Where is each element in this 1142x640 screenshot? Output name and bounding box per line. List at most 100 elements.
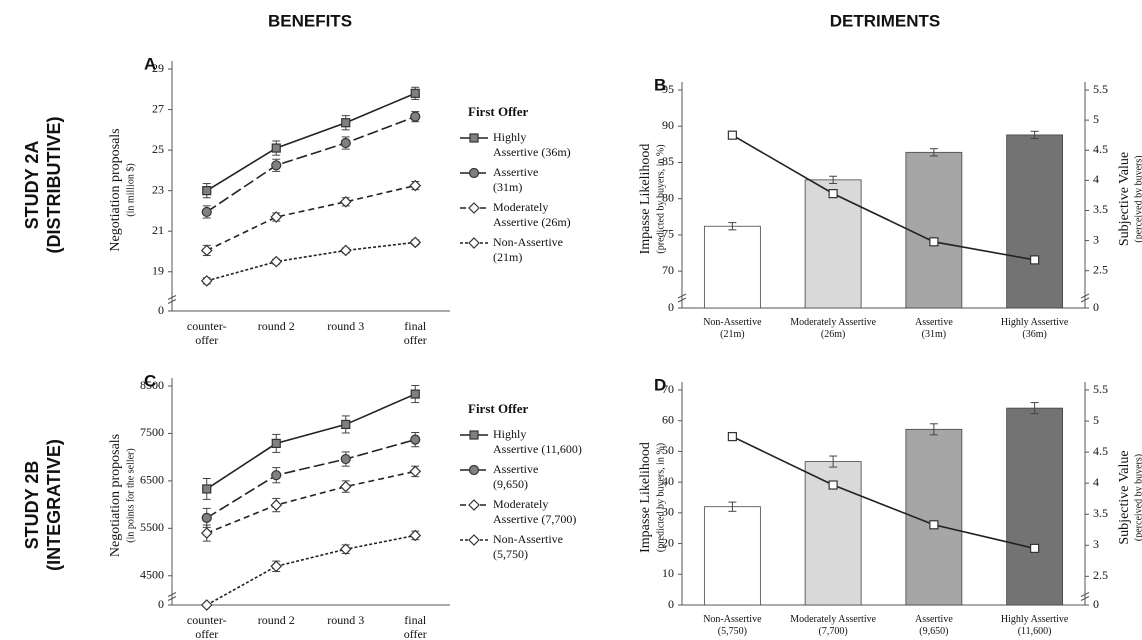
legend-marker [468,499,480,511]
y-tick-label: 27 [152,101,164,115]
point [270,255,283,268]
y-tick-label: 19 [152,264,164,278]
line [206,470,416,534]
y-tick-label: 4500 [140,568,164,582]
x-tick-label: Moderately Assertive (26m) [790,317,876,340]
point [727,431,737,442]
point [410,88,420,98]
y2-axis-label: Subjective Value [1117,450,1132,544]
x-tick-label: round 2 [258,319,295,333]
y-tick-label: 29 [152,61,164,75]
axis-break [1080,596,1090,601]
y-tick-label: 85 [662,154,674,168]
legend-marker [469,133,479,143]
axis-break [167,596,177,601]
y2-axis-label: Subjective Value [1117,152,1132,246]
y-axis-sublabel: (predicted by buyers, in %) [655,443,666,552]
point [929,520,939,530]
point [1030,543,1040,553]
y-tick-label: 7500 [140,425,164,439]
x-tick-label: Highly Assertive (11,600) [1001,614,1069,637]
y-tick-label: 95 [662,82,674,96]
axis-break [1080,592,1090,597]
bar [703,225,761,309]
panel-label: D [654,375,666,394]
y-axis-label: Impasse Likelihood [638,144,653,255]
x-tick-label: round 3 [327,319,364,333]
y2-tick-label: 5.5 [1093,82,1108,96]
point [410,389,420,399]
point [409,465,422,478]
row-title: STUDY 2A (DISTRIBUTIVE) [22,116,64,253]
legend-label: Non-Assertive (5,750) [493,532,563,561]
y2-tick-label: 3.5 [1093,506,1108,520]
legend-label: Highly Assertive (11,600) [493,427,582,456]
axis-break [1080,293,1090,299]
bar [1006,407,1064,606]
y-tick-label: 90 [662,118,674,132]
legend-label: Highly Assertive (36m) [493,130,571,159]
y-tick-label: 70 [662,263,674,277]
point [341,419,351,430]
y-tick-label: 60 [662,412,674,426]
legend-label: Assertive (31m) [493,165,538,194]
y-tick-label: 75 [662,227,674,241]
x-tick-label: Assertive (31m) [915,317,953,340]
row-title: STUDY 2B (INTEGRATIVE) [22,439,64,571]
axis-break [167,299,177,304]
column-title: BENEFITS [268,11,352,30]
x-tick-label: final offer [404,613,427,640]
legend-marker [468,237,480,249]
point [271,470,282,481]
point [341,118,351,128]
y2-tick-label: 4.5 [1093,444,1108,458]
legend-title: First Offer [468,401,529,416]
point [410,434,421,445]
legend-marker [468,202,480,214]
y-tick-label: 0 [158,303,164,317]
y-axis-sublabel: (predicted by buyers, in %) [655,144,666,253]
y2-tick-label: 3.5 [1093,202,1108,216]
x-tick-label: round 3 [327,613,364,627]
point [270,499,283,511]
point [339,195,352,208]
x-tick-label: Moderately Assertive (7,700) [790,614,876,637]
y2-tick-label: 3 [1093,232,1099,246]
legend-label: Non-Assertive (21m) [493,235,563,264]
point [409,236,422,249]
y-tick-label: 6500 [140,473,164,487]
line [731,134,1035,261]
point [409,179,422,192]
point [271,438,281,449]
bar [703,506,761,606]
y-tick-label: 8500 [140,378,164,392]
y2-tick-label: 5 [1093,413,1099,427]
y-tick-label: 10 [662,566,674,580]
y-axis-label: Negotiation proposals [108,128,123,251]
y2-tick-label: 3 [1093,537,1099,551]
y-tick-label: 0 [668,300,674,314]
point [200,244,213,257]
axis-break [167,592,177,597]
line [732,435,1035,550]
point [828,189,838,199]
point [270,560,283,573]
y-tick-label: 0 [668,597,674,611]
y-axis-label: Impasse Likelihood [638,442,653,553]
legend-label: Assertive (9,650) [493,462,538,491]
x-tick-label: round 2 [258,613,295,627]
axis-break [677,293,687,299]
x-tick-label: Highly Assertive (36m) [1001,317,1069,340]
legend-label: Moderately Assertive (7,700) [493,497,576,526]
point [202,186,212,196]
y-tick-label: 70 [662,382,674,396]
y-tick-label: 40 [662,474,674,488]
point [201,206,212,218]
column-title: DETRIMENTS [830,11,941,30]
line [206,92,416,192]
y-tick-label: 0 [158,597,164,611]
legend-marker [469,430,479,440]
y-tick-label: 80 [662,190,674,204]
point [828,480,838,490]
